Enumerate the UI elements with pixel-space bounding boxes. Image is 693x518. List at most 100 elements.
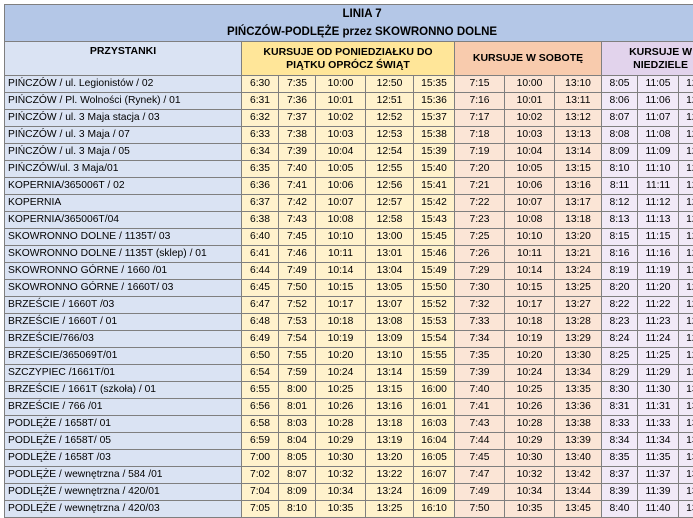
saturday-time: 7:44 [455,433,505,450]
stop-name: PODLĘŻE / wewnętrzna / 584 /01 [5,467,242,484]
weekday-time: 10:25 [316,382,366,399]
saturday-time: 7:35 [455,348,505,365]
sunday-time: 8:08 [602,127,638,144]
saturday-time: 10:34 [505,484,555,501]
stop-name: BRZEŚCIE / 766 /01 [5,399,242,416]
saturday-time: 13:40 [555,450,602,467]
saturday-time: 7:50 [455,501,505,518]
saturday-time: 7:40 [455,382,505,399]
sunday-time: 11:05 [638,76,679,93]
saturday-time: 7:21 [455,178,505,195]
sunday-time: 11:30 [638,382,679,399]
sunday-time: 12:39 [679,144,693,161]
saturday-time: 13:35 [555,382,602,399]
saturday-time: 13:17 [555,195,602,212]
weekday-time: 7:46 [279,246,316,263]
saturday-time: 13:30 [555,348,602,365]
sunday-time: 8:10 [602,161,638,178]
sunday-time: 11:16 [638,246,679,263]
saturday-time: 7:15 [455,76,505,93]
weekday-time: 6:58 [242,416,279,433]
weekday-time: 10:30 [316,450,366,467]
weekday-time: 13:19 [366,433,414,450]
weekday-time: 13:15 [366,382,414,399]
saturday-time: 7:16 [455,93,505,110]
saturday-time: 10:05 [505,161,555,178]
weekday-time: 15:37 [414,110,455,127]
sunday-time: 11:11 [638,178,679,195]
weekday-time: 8:07 [279,467,316,484]
sunday-time: 11:34 [638,433,679,450]
saturday-time: 10:10 [505,229,555,246]
weekday-time: 7:40 [279,161,316,178]
weekday-time: 15:49 [414,263,455,280]
weekday-time: 12:52 [366,110,414,127]
weekday-time: 10:11 [316,246,366,263]
saturday-time: 10:06 [505,178,555,195]
weekday-time: 13:00 [366,229,414,246]
sunday-time: 8:34 [602,433,638,450]
saturday-time: 13:39 [555,433,602,450]
weekday-time: 15:40 [414,161,455,178]
saturday-time: 10:08 [505,212,555,229]
saturday-time: 10:25 [505,382,555,399]
saturday-time: 13:34 [555,365,602,382]
saturday-time: 13:28 [555,314,602,331]
weekday-time: 13:20 [366,450,414,467]
saturday-time: 7:26 [455,246,505,263]
weekday-time: 12:55 [366,161,414,178]
sunday-time: 8:30 [602,382,638,399]
weekday-time: 10:00 [316,76,366,93]
timetable-container: LINIA 7 PIŃCZÓW-PODLĘŻE przez SKOWRONNO … [4,4,689,518]
sunday-time: 8:19 [602,263,638,280]
stop-name: PIŃCZÓW / ul. 3 Maja / 05 [5,144,242,161]
weekday-time: 7:50 [279,280,316,297]
sunday-time: 11:23 [638,314,679,331]
saturday-time: 10:35 [505,501,555,518]
stop-name: SZCZYPIEC /1661T/01 [5,365,242,382]
weekday-time: 10:32 [316,467,366,484]
weekday-time: 6:59 [242,433,279,450]
weekday-time: 7:05 [242,501,279,518]
weekday-time: 10:18 [316,314,366,331]
stop-name: BRZEŚCIE / 1660T /03 [5,297,242,314]
weekday-time: 13:10 [366,348,414,365]
saturday-time: 13:24 [555,263,602,280]
sunday-time: 8:06 [602,93,638,110]
stop-name: PODLĘŻE / wewnętrzna / 420/03 [5,501,242,518]
saturday-time: 13:13 [555,127,602,144]
weekday-time: 15:52 [414,297,455,314]
stop-name: KOPERNIA [5,195,242,212]
saturday-time: 7:39 [455,365,505,382]
stop-name: BRZEŚCIE / 1661T (szkoła) / 01 [5,382,242,399]
weekday-time: 16:10 [414,501,455,518]
weekday-time: 7:00 [242,450,279,467]
sunday-time: 13:05 [679,450,693,467]
weekday-time: 6:38 [242,212,279,229]
sunday-time: 11:06 [638,93,679,110]
sunday-time: 12:37 [679,110,693,127]
saturday-time: 7:32 [455,297,505,314]
sunday-time: 8:11 [602,178,638,195]
sunday-time: 12:43 [679,212,693,229]
weekday-time: 7:04 [242,484,279,501]
sunday-time: 13:07 [679,467,693,484]
weekday-time: 16:07 [414,467,455,484]
sunday-time: 8:37 [602,467,638,484]
weekday-time: 12:54 [366,144,414,161]
sunday-time: 12:52 [679,297,693,314]
header-stops: PRZYSTANKI [5,42,242,76]
sunday-time: 11:13 [638,212,679,229]
header-weekday: KURSUJE OD PONIEDZIAŁKU DO PIĄTKU OPRÓCZ… [242,42,455,76]
weekday-time: 15:54 [414,331,455,348]
weekday-time: 6:35 [242,161,279,178]
saturday-time: 13:20 [555,229,602,246]
